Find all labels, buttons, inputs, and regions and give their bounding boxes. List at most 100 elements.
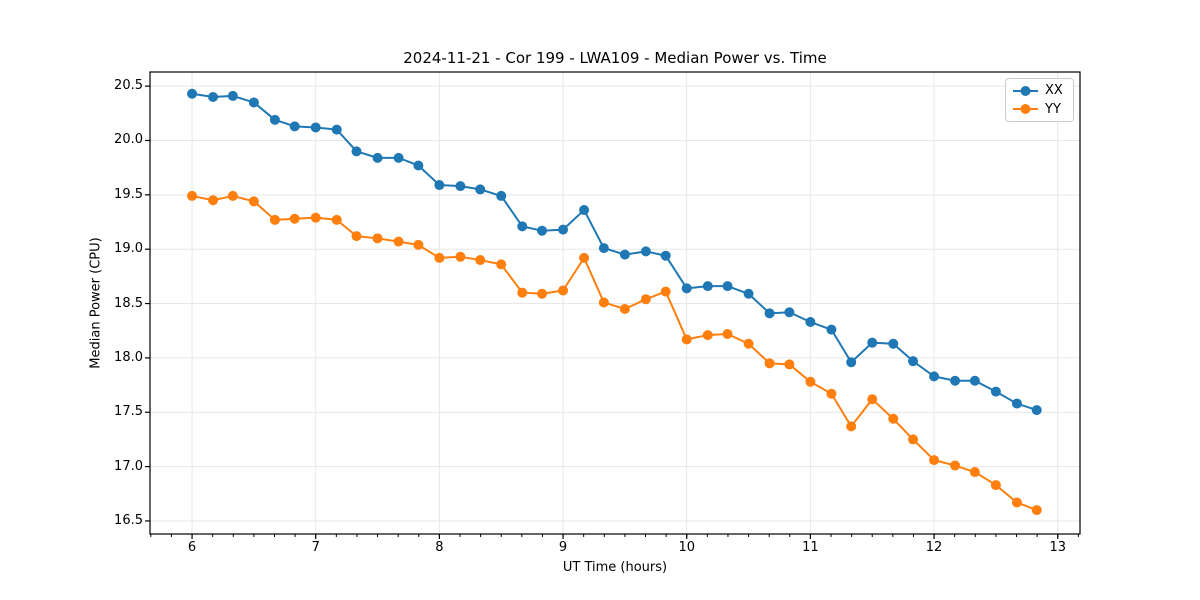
series-xx-marker: [950, 375, 961, 386]
series-xx-marker: [743, 288, 754, 299]
series-xx-marker: [310, 122, 321, 133]
series-xx-marker: [579, 205, 590, 216]
series-yy-marker: [619, 303, 630, 314]
y-tick-label: 18.5: [114, 295, 143, 311]
series-yy-marker: [475, 255, 486, 266]
series-yy-marker: [208, 195, 219, 206]
series-xx-marker: [413, 160, 424, 171]
series-xx-marker: [681, 283, 692, 294]
series-xx-marker: [208, 92, 219, 103]
series-xx-marker: [846, 357, 857, 368]
y-tick-label: 20.5: [114, 78, 143, 94]
legend-entry-yy: YY: [1013, 100, 1066, 118]
series-yy-marker: [351, 231, 362, 242]
legend-entry-xx: XX: [1013, 82, 1066, 100]
chart-title: 2024-11-21 - Cor 199 - LWA109 - Median P…: [403, 49, 827, 67]
series-xx-marker: [598, 243, 609, 254]
series-xx-marker: [269, 114, 280, 125]
series-xx-marker: [990, 386, 1001, 397]
x-tick-label: 11: [802, 540, 819, 555]
y-tick-label: 20.0: [114, 132, 143, 148]
series-yy-line: [191, 194, 1038, 512]
series-xx-marker: [372, 152, 383, 163]
series-yy-marker: [908, 434, 919, 445]
series-yy-marker: [517, 287, 528, 298]
legend-label-yy: YY: [1045, 101, 1061, 117]
series-yy-marker: [496, 259, 507, 270]
series-yy-marker: [393, 236, 404, 247]
x-tick-label: 6: [187, 540, 197, 555]
series-yy-marker: [289, 213, 300, 224]
series-xx-marker: [187, 88, 198, 99]
series-xx-marker: [455, 181, 466, 192]
series-xx-marker: [969, 375, 980, 386]
series-yy-marker: [187, 190, 198, 201]
series-yy-marker: [558, 285, 569, 296]
series-yy-marker: [660, 286, 671, 297]
series-xx-marker: [805, 317, 816, 328]
legend: XX YY: [1005, 78, 1074, 122]
series-xx-marker: [475, 184, 486, 195]
series-yy-marker: [888, 413, 899, 424]
series-yy-marker: [331, 214, 342, 225]
y-tick-label: 17.5: [114, 404, 143, 420]
x-tick-label: 10: [678, 540, 695, 555]
y-tick-label: 19.0: [114, 241, 143, 257]
series-yy-marker: [1031, 505, 1042, 516]
series-yy-marker: [579, 252, 590, 263]
series-xx-marker: [248, 97, 259, 108]
series-xx-marker: [227, 90, 238, 101]
series-yy-marker: [990, 480, 1001, 491]
series-yy-marker: [722, 328, 733, 339]
series-xx-marker: [434, 180, 445, 191]
series-xx-marker: [1031, 405, 1042, 416]
series-yy-marker: [743, 338, 754, 349]
legend-swatch-xx-icon: [1013, 85, 1038, 96]
series-yy-marker: [826, 388, 837, 399]
series-xx-marker: [640, 246, 651, 257]
series-xx-marker: [619, 249, 630, 260]
axes-spines: [149, 71, 1081, 535]
series-xx-marker: [929, 371, 940, 382]
series-yy-marker: [372, 233, 383, 244]
series-yy-marker: [434, 252, 445, 263]
y-tick-label: 19.5: [114, 186, 143, 202]
series-xx-marker: [393, 152, 404, 163]
series-yy-marker: [1011, 497, 1022, 508]
series-yy-marker: [764, 358, 775, 369]
series-yy-marker: [640, 294, 651, 305]
y-tick-label: 18.0: [114, 349, 143, 365]
series-yy-marker: [269, 214, 280, 225]
series-xx-marker: [826, 324, 837, 335]
legend-swatch-yy-icon: [1013, 104, 1038, 115]
series-xx-marker: [908, 356, 919, 367]
x-tick-label: 12: [925, 540, 943, 555]
series-yy-marker: [681, 334, 692, 345]
series-yy-marker: [310, 212, 321, 223]
series-yy-marker: [248, 196, 259, 207]
series-xx-marker: [331, 124, 342, 135]
series-xx-marker: [496, 190, 507, 201]
x-axis-label: UT Time (hours): [562, 560, 668, 575]
series-yy-marker: [846, 421, 857, 432]
series-xx-marker: [517, 221, 528, 232]
x-tick-label: 8: [435, 540, 444, 555]
series-xx-marker: [722, 281, 733, 292]
series-yy-marker: [227, 190, 238, 201]
series-xx-marker: [660, 250, 671, 261]
series-xx-marker: [764, 308, 775, 319]
series-yy-marker: [784, 359, 795, 370]
series-yy-marker: [969, 467, 980, 478]
y-tick-label: 16.5: [114, 512, 143, 528]
series-yy-marker: [413, 239, 424, 250]
x-tick-label: 13: [1049, 540, 1066, 555]
series-xx-marker: [1011, 398, 1022, 409]
x-tick-label: 7: [311, 540, 320, 555]
series-xx-marker: [702, 281, 713, 292]
legend-label-xx: XX: [1045, 83, 1063, 99]
series-xx-marker: [558, 224, 569, 235]
series-yy-marker: [805, 376, 816, 387]
y-tick-label: 17.0: [114, 458, 143, 474]
